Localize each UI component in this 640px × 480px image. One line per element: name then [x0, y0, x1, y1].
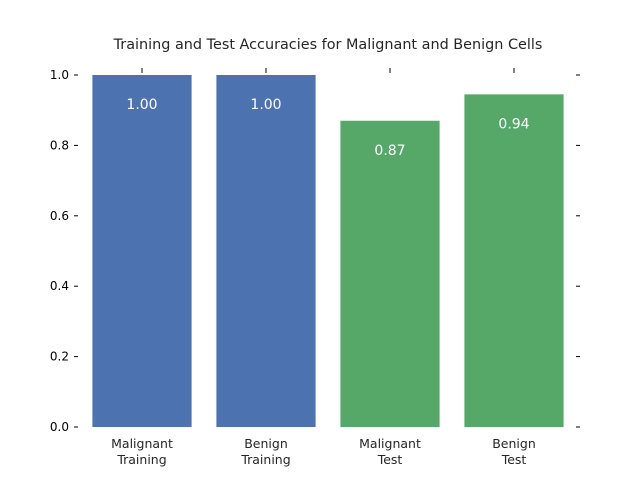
y-tick-label: 0.0: [50, 420, 69, 434]
bars: [92, 75, 564, 428]
x-tick-label: Malignant: [111, 436, 173, 451]
y-tick-label: 0.8: [50, 138, 69, 152]
x-tick-label: Test: [377, 452, 403, 467]
bar: [340, 120, 440, 427]
bar: [92, 75, 192, 427]
bar-value-label: 1.00: [250, 97, 281, 113]
y-tick-label: 0.4: [50, 279, 69, 293]
x-tick-label: Training: [240, 452, 290, 467]
bar: [216, 75, 316, 427]
y-tick-label: 0.2: [50, 350, 69, 364]
x-tick-label: Benign: [244, 436, 288, 451]
bar-value-labels: 1.00 1.00 0.87 0.94: [126, 97, 529, 159]
y-tick-label: 1.0: [50, 68, 69, 82]
x-tick-label: Test: [501, 452, 527, 467]
right-axis-ticks: [576, 74, 580, 428]
bar-value-label: 0.94: [498, 116, 529, 132]
bar: [464, 94, 564, 428]
x-tick-label: Malignant: [359, 436, 421, 451]
top-axis-ticks: [141, 68, 515, 73]
bar-value-label: 1.00: [126, 97, 157, 113]
x-tick-label: Benign: [492, 436, 536, 451]
x-axis: MalignantTrainingBenignTrainingMalignant…: [111, 436, 536, 467]
y-axis: 0.0 0.2 0.4 0.6 0.8 1.0: [50, 68, 78, 434]
bar-value-label: 0.87: [374, 143, 405, 159]
y-tick-label: 0.6: [50, 209, 69, 223]
chart-title: Training and Test Accuracies for Maligna…: [113, 37, 543, 53]
x-tick-label: Training: [116, 452, 166, 467]
